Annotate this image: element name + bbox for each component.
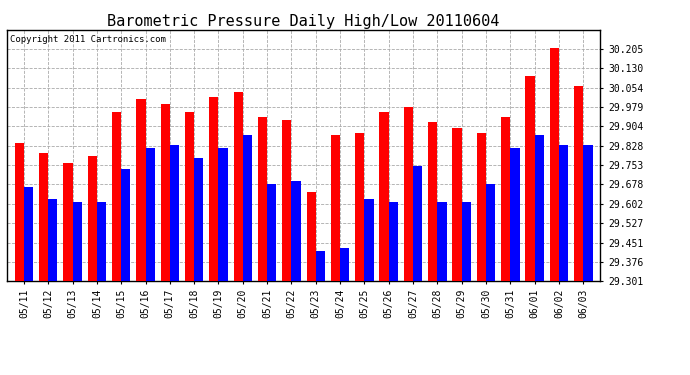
Bar	[340, 248, 349, 281]
Title: Barometric Pressure Daily High/Low 20110604: Barometric Pressure Daily High/Low 20110…	[108, 14, 500, 29]
Bar	[525, 76, 535, 281]
Bar	[161, 104, 170, 281]
Bar	[437, 202, 446, 281]
Bar	[112, 112, 121, 281]
Bar	[219, 148, 228, 281]
Bar	[267, 184, 277, 281]
Bar	[258, 117, 267, 281]
Bar	[404, 107, 413, 281]
Bar	[194, 158, 204, 281]
Bar	[583, 146, 593, 281]
Bar	[428, 122, 437, 281]
Bar	[355, 133, 364, 281]
Bar	[209, 97, 219, 281]
Bar	[453, 128, 462, 281]
Bar	[121, 169, 130, 281]
Bar	[486, 184, 495, 281]
Bar	[291, 182, 301, 281]
Bar	[185, 112, 194, 281]
Bar	[559, 146, 568, 281]
Bar	[535, 135, 544, 281]
Bar	[380, 112, 388, 281]
Bar	[501, 117, 511, 281]
Bar	[477, 133, 486, 281]
Bar	[364, 200, 374, 281]
Bar	[243, 135, 252, 281]
Bar	[39, 153, 48, 281]
Bar	[72, 202, 82, 281]
Bar	[331, 135, 340, 281]
Bar	[146, 148, 155, 281]
Text: Copyright 2011 Cartronics.com: Copyright 2011 Cartronics.com	[10, 35, 166, 44]
Bar	[24, 186, 33, 281]
Bar	[511, 148, 520, 281]
Bar	[88, 156, 97, 281]
Bar	[14, 143, 24, 281]
Bar	[137, 99, 146, 281]
Bar	[413, 166, 422, 281]
Bar	[170, 146, 179, 281]
Bar	[462, 202, 471, 281]
Bar	[550, 48, 559, 281]
Bar	[574, 87, 583, 281]
Bar	[48, 200, 57, 281]
Bar	[316, 251, 325, 281]
Bar	[282, 120, 291, 281]
Bar	[97, 202, 106, 281]
Bar	[306, 192, 316, 281]
Bar	[388, 202, 398, 281]
Bar	[233, 92, 243, 281]
Bar	[63, 164, 72, 281]
